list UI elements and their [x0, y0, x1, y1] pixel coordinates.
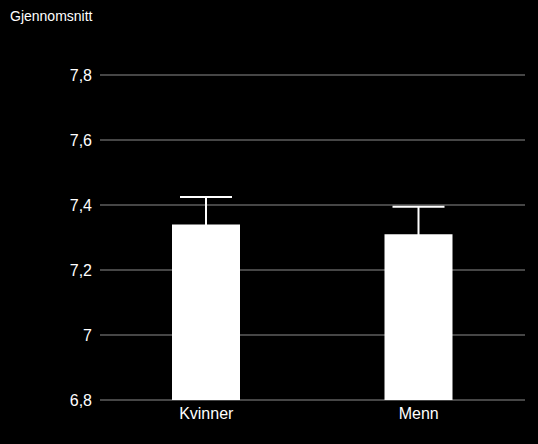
- svg-text:7,2: 7,2: [70, 262, 92, 279]
- svg-text:7,4: 7,4: [70, 197, 92, 214]
- html-text:Gjennomsnitt: Gjennomsnitt: [10, 8, 93, 24]
- svg-text:6,8: 6,8: [70, 392, 92, 409]
- svg-text:7,8: 7,8: [70, 67, 92, 84]
- svg-text:7,6: 7,6: [70, 132, 92, 149]
- svg-text:7: 7: [83, 327, 92, 344]
- svg-text:Kvinner: Kvinner: [179, 405, 234, 422]
- svg-text:Menn: Menn: [399, 405, 439, 422]
